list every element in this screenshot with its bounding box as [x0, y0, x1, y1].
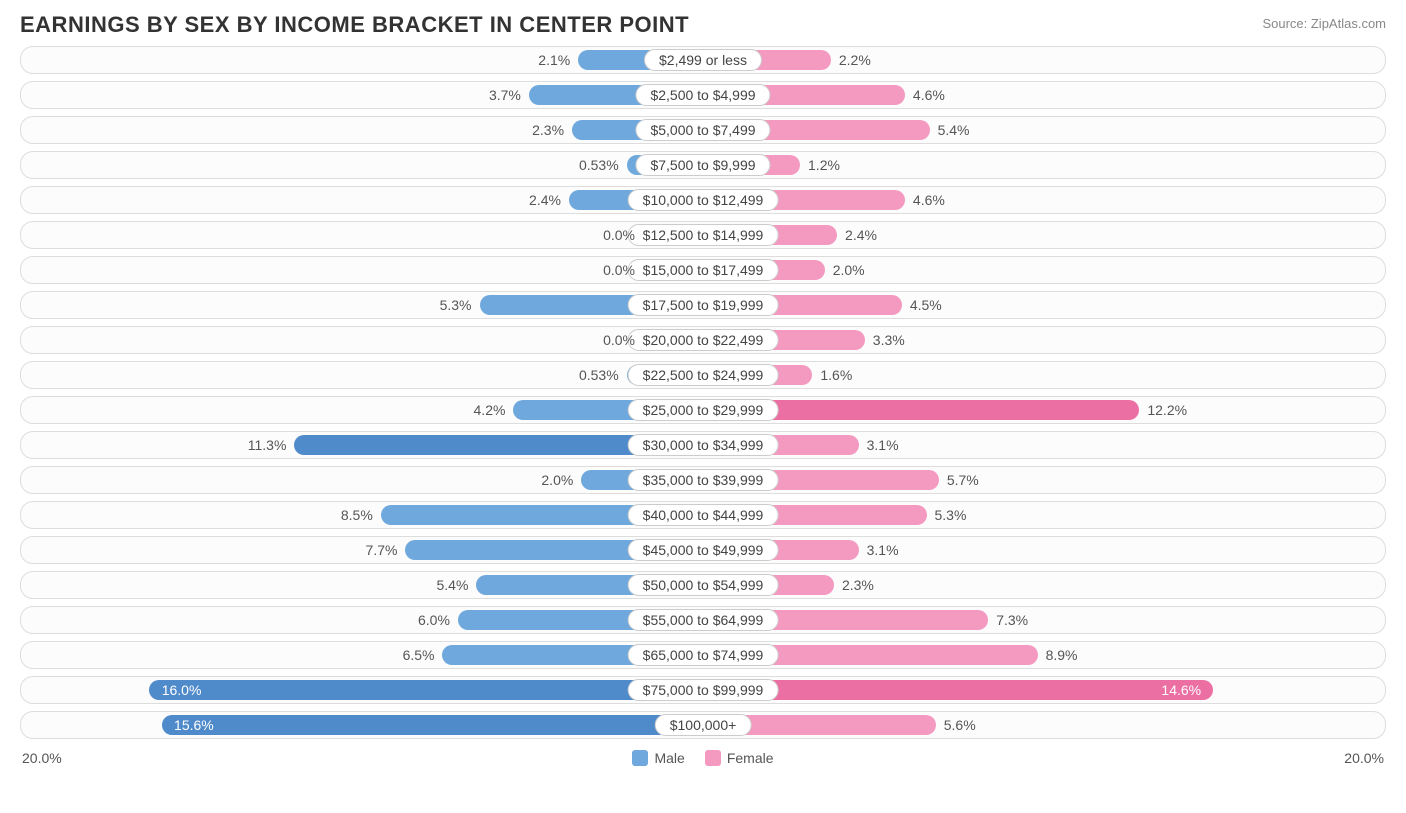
legend-male: Male: [632, 750, 684, 766]
bracket-label: $5,000 to $7,499: [635, 119, 770, 141]
bracket-label: $30,000 to $34,999: [628, 434, 779, 456]
male-value: 16.0%: [162, 682, 202, 698]
bracket-label: $25,000 to $29,999: [628, 399, 779, 421]
male-value: 7.7%: [366, 542, 398, 558]
bracket-label: $10,000 to $12,499: [628, 189, 779, 211]
male-value: 5.4%: [437, 577, 469, 593]
female-value: 14.6%: [1161, 682, 1201, 698]
male-swatch: [632, 750, 648, 766]
male-value: 15.6%: [174, 717, 214, 733]
chart-row: $17,500 to $19,999 5.3% 4.5%: [20, 291, 1386, 319]
bracket-label: $35,000 to $39,999: [628, 469, 779, 491]
legend-female-label: Female: [727, 750, 774, 766]
bracket-label: $17,500 to $19,999: [628, 294, 779, 316]
chart-row: $30,000 to $34,999 11.3% 3.1%: [20, 431, 1386, 459]
chart-row: $45,000 to $49,999 7.7% 3.1%: [20, 536, 1386, 564]
bracket-label: $40,000 to $44,999: [628, 504, 779, 526]
female-value: 2.3%: [842, 577, 874, 593]
male-value: 2.4%: [529, 192, 561, 208]
male-value: 4.2%: [474, 402, 506, 418]
axis-max-left: 20.0%: [22, 750, 62, 766]
female-bar: [703, 680, 1213, 700]
chart-row: $10,000 to $12,499 2.4% 4.6%: [20, 186, 1386, 214]
chart-row: $100,000+ 15.6% 5.6%: [20, 711, 1386, 739]
male-value: 3.7%: [489, 87, 521, 103]
female-value: 5.3%: [935, 507, 967, 523]
chart-row: $5,000 to $7,499 2.3% 5.4%: [20, 116, 1386, 144]
female-value: 7.3%: [996, 612, 1028, 628]
male-value: 2.1%: [538, 52, 570, 68]
male-bar: [162, 715, 703, 735]
chart-title: EARNINGS BY SEX BY INCOME BRACKET IN CEN…: [20, 12, 689, 38]
chart-row: $12,500 to $14,9990.0% 2.4%: [20, 221, 1386, 249]
female-swatch: [705, 750, 721, 766]
male-value: 2.0%: [541, 472, 573, 488]
female-value: 3.1%: [867, 542, 899, 558]
male-value: 11.3%: [248, 437, 287, 453]
female-value: 5.6%: [944, 717, 976, 733]
legend-female: Female: [705, 750, 774, 766]
axis-max-right: 20.0%: [1344, 750, 1384, 766]
female-value: 4.6%: [913, 87, 945, 103]
female-value: 2.2%: [839, 52, 871, 68]
female-value: 3.3%: [873, 332, 905, 348]
chart-row: $50,000 to $54,999 5.4% 2.3%: [20, 571, 1386, 599]
female-value: 1.6%: [820, 367, 852, 383]
bracket-label: $12,500 to $14,999: [628, 224, 779, 246]
chart-row: $15,000 to $17,4990.0% 2.0%: [20, 256, 1386, 284]
male-value: 5.3%: [440, 297, 472, 313]
female-value: 5.4%: [938, 122, 970, 138]
chart-row: $20,000 to $22,4990.0% 3.3%: [20, 326, 1386, 354]
bracket-label: $7,500 to $9,999: [635, 154, 770, 176]
male-value: 0.53%: [579, 157, 619, 173]
chart-row: $22,500 to $24,999 0.53% 1.6%: [20, 361, 1386, 389]
chart-row: $2,499 or less 2.1% 2.2%: [20, 46, 1386, 74]
bracket-label: $100,000+: [655, 714, 752, 736]
chart-row: $7,500 to $9,999 0.53% 1.2%: [20, 151, 1386, 179]
bracket-label: $20,000 to $22,499: [628, 329, 779, 351]
male-value: 8.5%: [341, 507, 373, 523]
chart-row: $25,000 to $29,999 4.2% 12.2%: [20, 396, 1386, 424]
female-value: 2.4%: [845, 227, 877, 243]
chart-row: $65,000 to $74,999 6.5% 8.9%: [20, 641, 1386, 669]
female-value: 8.9%: [1046, 647, 1078, 663]
female-value: 5.7%: [947, 472, 979, 488]
male-value: 0.53%: [579, 367, 619, 383]
source-attribution: Source: ZipAtlas.com: [1262, 12, 1386, 31]
male-value: 0.0%: [603, 332, 635, 348]
bracket-label: $65,000 to $74,999: [628, 644, 779, 666]
female-value: 1.2%: [808, 157, 840, 173]
bracket-label: $2,499 or less: [644, 49, 762, 71]
chart-row: $40,000 to $44,999 8.5% 5.3%: [20, 501, 1386, 529]
bracket-label: $15,000 to $17,499: [628, 259, 779, 281]
male-value: 0.0%: [603, 227, 635, 243]
legend: Male Female: [632, 750, 773, 766]
female-value: 2.0%: [833, 262, 865, 278]
chart-row: $35,000 to $39,999 2.0% 5.7%: [20, 466, 1386, 494]
bracket-label: $55,000 to $64,999: [628, 609, 779, 631]
chart-row: $2,500 to $4,999 3.7% 4.6%: [20, 81, 1386, 109]
female-value: 3.1%: [867, 437, 899, 453]
chart-row: $75,000 to $99,999 16.0% 14.6%: [20, 676, 1386, 704]
male-value: 2.3%: [532, 122, 564, 138]
bracket-label: $2,500 to $4,999: [635, 84, 770, 106]
male-value: 6.5%: [403, 647, 435, 663]
female-value: 4.6%: [913, 192, 945, 208]
male-value: 6.0%: [418, 612, 450, 628]
female-value: 4.5%: [910, 297, 942, 313]
bracket-label: $45,000 to $49,999: [628, 539, 779, 561]
bracket-label: $22,500 to $24,999: [628, 364, 779, 386]
bracket-label: $50,000 to $54,999: [628, 574, 779, 596]
chart-area: $2,499 or less 2.1% 2.2% $2,500 to $4,999 3.…: [0, 46, 1406, 739]
male-value: 0.0%: [603, 262, 635, 278]
legend-male-label: Male: [654, 750, 684, 766]
male-bar: [149, 680, 703, 700]
bracket-label: $75,000 to $99,999: [628, 679, 779, 701]
female-value: 12.2%: [1147, 402, 1187, 418]
chart-row: $55,000 to $64,999 6.0% 7.3%: [20, 606, 1386, 634]
